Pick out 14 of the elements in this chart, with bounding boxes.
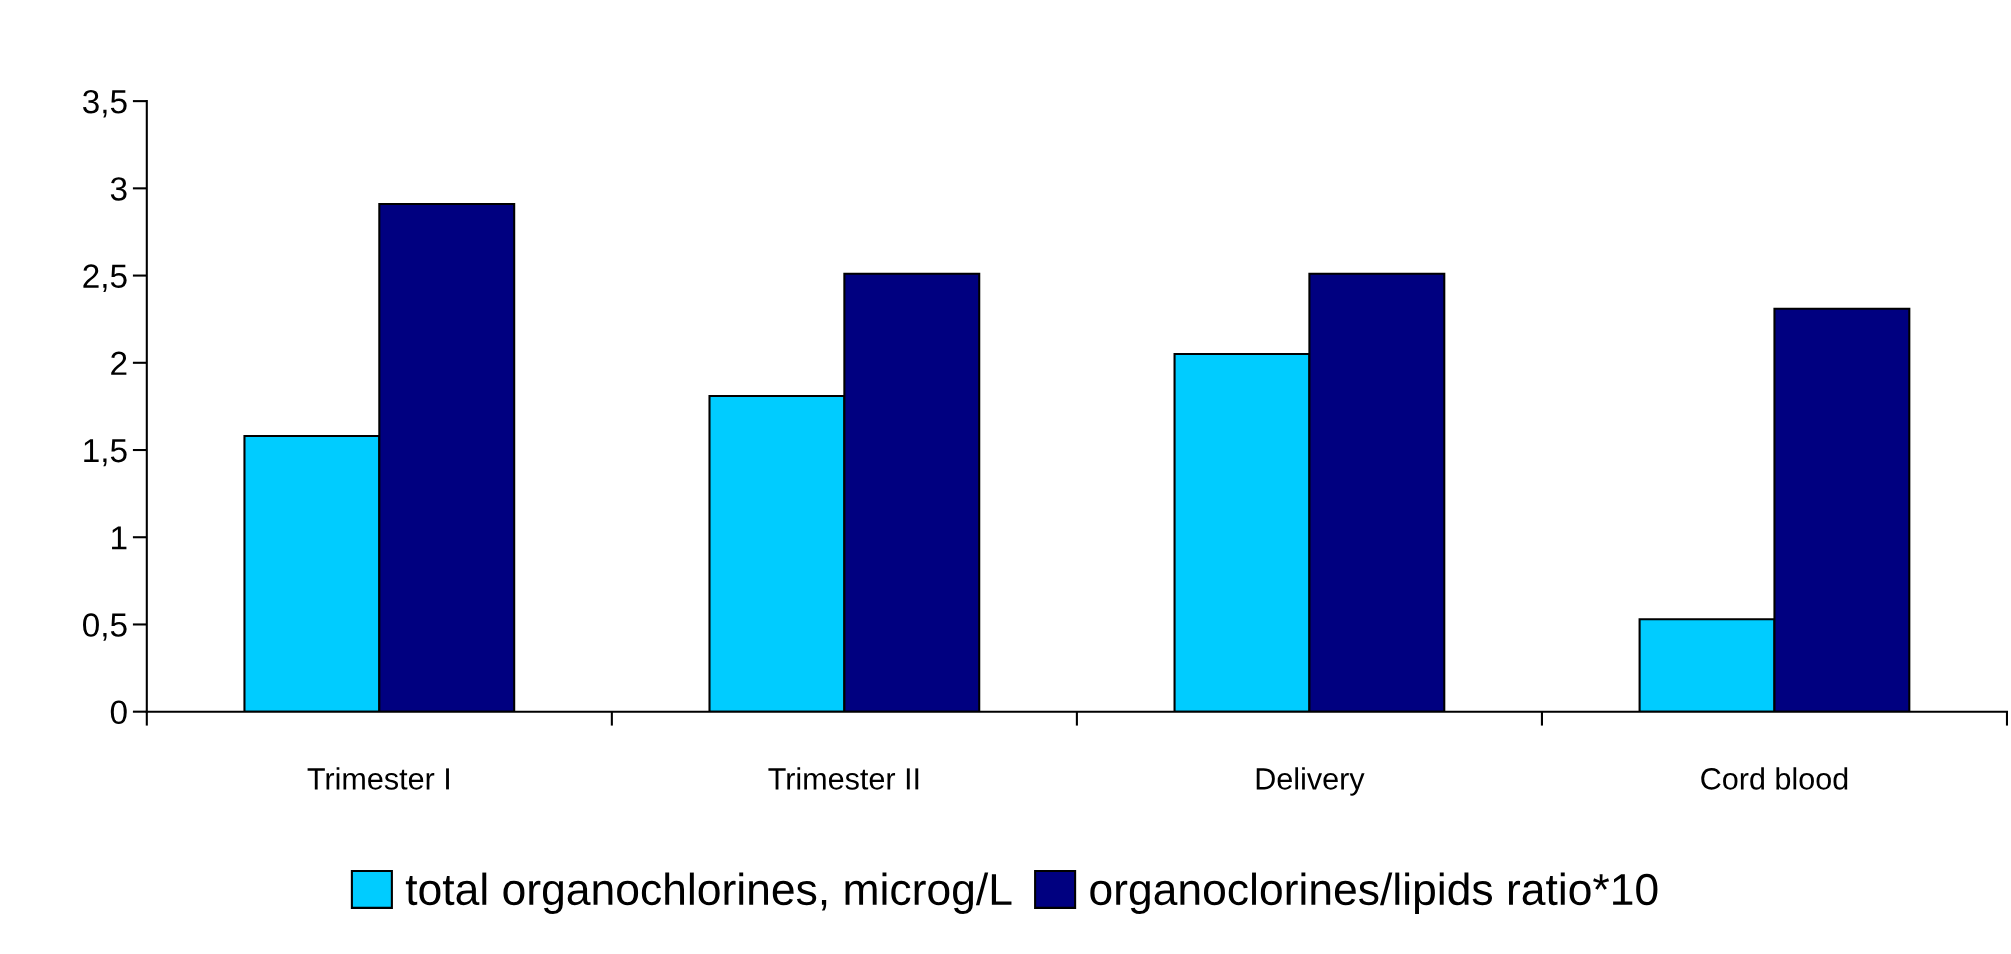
- y-tick-label: 1: [112, 526, 127, 550]
- x-tick-label: Trimester II: [768, 767, 919, 790]
- x-tick-label: Delivery: [1256, 767, 1365, 796]
- y-tick-label: 2,5: [83, 264, 127, 292]
- y-tick-label: 0: [110, 700, 127, 725]
- x-tick-label: Cord blood: [1701, 767, 1848, 790]
- y-tick-label: 2: [111, 351, 127, 375]
- legend-label: organoclorines/lipids ratio*10: [1090, 872, 1658, 914]
- legend-label: total organochlorines, microg/L: [405, 872, 1012, 914]
- y-tick-label: 3,5: [82, 89, 127, 118]
- y-tick-label: 1,5: [84, 439, 127, 467]
- y-tick-label: 0,5: [83, 613, 127, 641]
- x-tick-label: Trimester I: [307, 767, 449, 790]
- y-tick-label: 3: [110, 177, 127, 201]
